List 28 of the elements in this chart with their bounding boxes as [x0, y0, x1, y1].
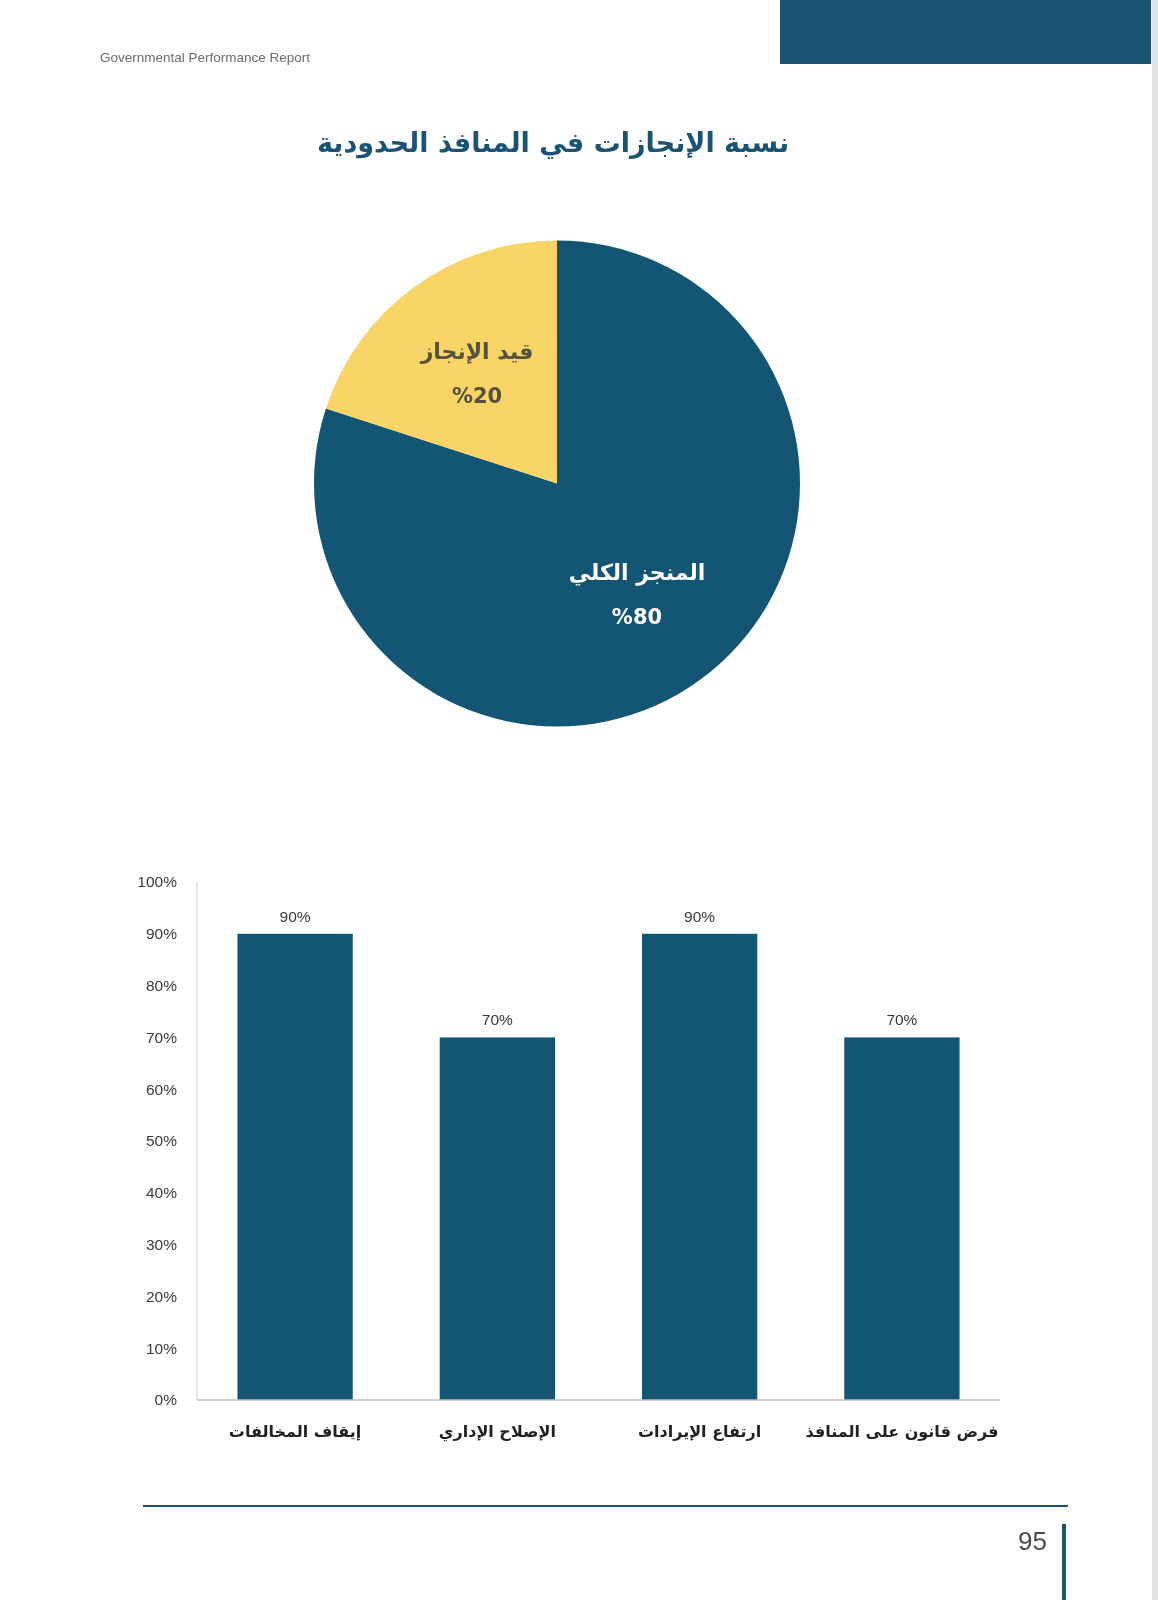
x-tick-label: ارتفاع الإيرادات: [637, 1422, 762, 1441]
y-tick-label: 90%: [145, 925, 178, 943]
x-tick-label: فرض قانون على المنافذ: [805, 1422, 999, 1441]
text: 95: [1018, 1526, 1047, 1556]
text: Governmental Performance Report: [100, 50, 311, 65]
pie-slice: [325, 240, 557, 484]
data-label: 90%: [279, 907, 311, 925]
y-tick-label: 10%: [145, 1339, 178, 1357]
x-tick-label: إيقاف المخالفات: [228, 1422, 362, 1441]
slice-label: قيد الإنجاز: [419, 339, 534, 365]
data-label: %80: [611, 604, 663, 629]
pie-slice: [314, 240, 800, 727]
y-tick-label: 40%: [145, 1184, 178, 1202]
y-tick-label: 30%: [145, 1236, 178, 1254]
y-tick-label: 50%: [145, 1132, 178, 1150]
data-label: %20: [451, 384, 503, 409]
y-tick-label: 100%: [137, 873, 178, 891]
data-label: 70%: [886, 1011, 918, 1029]
data-label: 70%: [481, 1011, 514, 1029]
y-tick-label: 60%: [145, 1080, 178, 1098]
y-tick-label: 0%: [154, 1391, 178, 1409]
x-tick-label: الإصلاح الإداري: [438, 1422, 556, 1442]
chart-title: نسبة الإنجازات في المنافذ الحدودية: [316, 127, 790, 159]
y-tick-label: 80%: [145, 977, 178, 995]
slice-label: المنجز الكلي: [568, 559, 706, 586]
y-tick-label: 20%: [145, 1287, 178, 1305]
y-tick-label: 70%: [145, 1028, 178, 1046]
data-label: 90%: [684, 907, 716, 925]
